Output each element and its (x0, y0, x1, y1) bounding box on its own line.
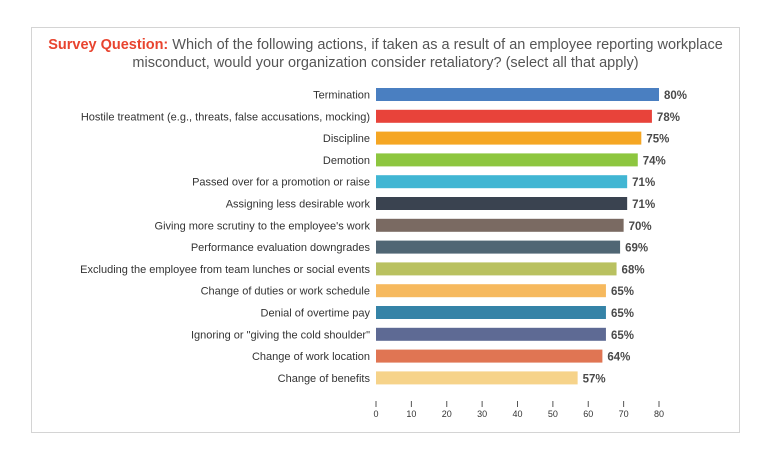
category-label: Performance evaluation downgrades (191, 242, 371, 254)
category-label: Hostile treatment (e.g., threats, false … (81, 111, 370, 123)
x-tick-label: 80 (654, 409, 664, 419)
data-label: 70% (629, 221, 652, 233)
bar (376, 131, 642, 145)
bar (376, 349, 603, 363)
category-label: Discipline (323, 133, 370, 145)
category-label: Giving more scrutiny to the employee's w… (155, 220, 371, 232)
bar (376, 371, 578, 385)
category-label: Ignoring or "giving the cold shoulder" (191, 329, 370, 341)
x-tick-label: 10 (406, 409, 416, 419)
x-tick-label: 0 (373, 409, 378, 419)
x-tick-label: 20 (442, 409, 452, 419)
bar (376, 88, 659, 101)
data-label: 57% (583, 373, 606, 385)
category-label: Assigning less desirable work (226, 199, 371, 211)
data-label: 74% (643, 155, 666, 167)
chart-title-lead: Survey Question: (48, 37, 169, 53)
bar (376, 262, 617, 276)
chart-title-text: Which of the following actions, if taken… (132, 37, 723, 71)
bar (376, 306, 606, 319)
category-label: Termination (313, 90, 370, 102)
bar (376, 153, 638, 167)
bar (376, 109, 652, 123)
bar (376, 175, 628, 189)
data-label: 80% (664, 90, 687, 102)
bar (376, 240, 621, 254)
category-label: Denial of overtime pay (261, 308, 371, 320)
data-label: 71% (632, 177, 655, 189)
category-label: Change of benefits (278, 373, 371, 385)
bar (376, 197, 628, 210)
bar (376, 284, 606, 298)
data-label: 78% (657, 112, 680, 124)
data-label: 69% (625, 243, 648, 255)
bar (376, 327, 606, 341)
data-label: 64% (607, 352, 630, 364)
x-tick-label: 60 (583, 409, 593, 419)
x-tick-label: 30 (477, 409, 487, 419)
category-label: Change of work location (252, 351, 370, 363)
category-label: Passed over for a promotion or raise (192, 177, 370, 189)
category-label: Change of duties or work schedule (201, 286, 370, 298)
bar (376, 218, 624, 232)
data-label: 65% (611, 330, 634, 342)
x-tick-label: 40 (512, 409, 522, 419)
data-label: 65% (611, 286, 634, 298)
data-label: 71% (632, 199, 655, 211)
category-label: Demotion (323, 155, 370, 167)
data-label: 75% (646, 134, 669, 146)
chart-title: Survey Question: Which of the following … (31, 36, 740, 72)
category-label: Excluding the employee from team lunches… (80, 264, 370, 276)
data-label: 68% (622, 264, 645, 276)
data-label: 65% (611, 308, 634, 320)
x-tick-label: 70 (619, 409, 629, 419)
x-tick-label: 50 (548, 409, 558, 419)
